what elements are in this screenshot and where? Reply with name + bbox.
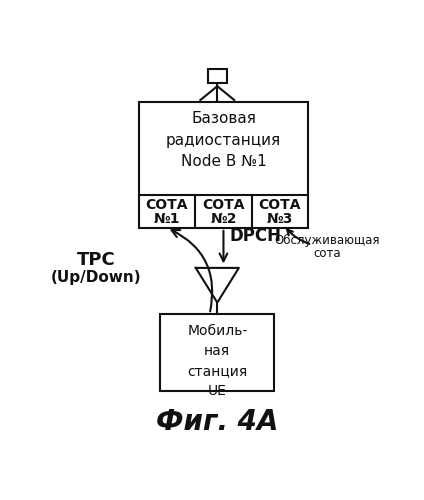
Text: ная: ная [204, 344, 230, 358]
Text: сота: сота [314, 247, 341, 260]
Text: СОТА: СОТА [146, 198, 188, 212]
Text: Фиг. 4А: Фиг. 4А [156, 408, 279, 436]
Text: СОТА: СОТА [259, 198, 301, 212]
Text: №1: №1 [154, 212, 180, 226]
Text: Мобиль-: Мобиль- [187, 324, 248, 338]
Text: №3: №3 [267, 212, 293, 226]
Bar [208, 69, 226, 83]
Text: Node B №1: Node B №1 [181, 154, 266, 169]
FancyArrowPatch shape [287, 230, 310, 244]
FancyArrowPatch shape [172, 230, 212, 312]
Text: СОТА: СОТА [202, 198, 245, 212]
Text: TPC: TPC [77, 251, 116, 269]
Text: станция: станция [187, 364, 248, 378]
Text: Обслуживающая: Обслуживающая [275, 234, 380, 248]
Text: №2: №2 [210, 212, 237, 226]
Text: радиостанция: радиостанция [166, 132, 281, 148]
Bar [160, 314, 274, 391]
Text: (Up/Down): (Up/Down) [51, 270, 142, 284]
Text: UE: UE [208, 384, 227, 398]
Text: Базовая: Базовая [191, 111, 256, 126]
Text: DPCH: DPCH [230, 228, 282, 246]
Bar [139, 102, 308, 228]
